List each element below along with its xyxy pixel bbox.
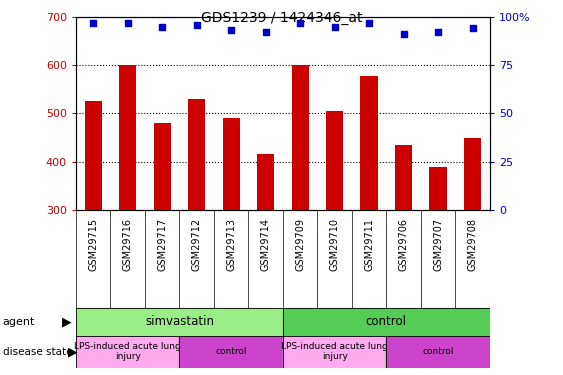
Bar <box>430 166 446 210</box>
Text: GSM29717: GSM29717 <box>157 218 167 271</box>
Bar <box>464 138 481 210</box>
Text: simvastatin: simvastatin <box>145 315 214 328</box>
Bar <box>257 154 274 210</box>
Bar <box>76 336 180 368</box>
Point <box>330 24 339 30</box>
Point <box>296 20 305 26</box>
Text: control: control <box>366 315 407 328</box>
Point <box>158 24 167 30</box>
Bar <box>119 65 136 210</box>
Bar <box>326 111 343 210</box>
Bar <box>395 145 412 210</box>
Text: GSM29714: GSM29714 <box>261 218 271 271</box>
Text: LPS-induced acute lung
injury: LPS-induced acute lung injury <box>74 342 181 361</box>
Text: GSM29706: GSM29706 <box>399 218 409 271</box>
Point <box>365 20 374 26</box>
Text: GSM29709: GSM29709 <box>295 218 305 271</box>
Point <box>227 27 236 33</box>
Point <box>434 29 443 35</box>
Point <box>399 31 408 37</box>
Text: agent: agent <box>3 316 35 327</box>
Bar <box>283 308 490 336</box>
Bar <box>188 99 205 210</box>
Text: GSM29708: GSM29708 <box>467 218 477 271</box>
Bar <box>386 336 490 368</box>
Bar <box>180 336 283 368</box>
Point <box>123 20 132 26</box>
Text: LPS-induced acute lung
injury: LPS-induced acute lung injury <box>282 342 388 361</box>
Text: GSM29713: GSM29713 <box>226 218 236 271</box>
Text: disease state: disease state <box>3 346 72 357</box>
Text: GSM29715: GSM29715 <box>88 218 99 271</box>
Text: control: control <box>216 347 247 356</box>
Bar <box>292 65 309 210</box>
Bar <box>360 76 378 210</box>
Point <box>261 29 270 35</box>
Point <box>468 26 477 32</box>
Text: GSM29712: GSM29712 <box>191 218 202 271</box>
Bar <box>154 123 171 210</box>
Text: GSM29710: GSM29710 <box>329 218 339 271</box>
Bar <box>76 308 283 336</box>
Text: ▶: ▶ <box>61 315 72 328</box>
Bar <box>283 336 386 368</box>
Text: GSM29716: GSM29716 <box>123 218 133 271</box>
Bar <box>222 118 240 210</box>
Text: GDS1239 / 1424346_at: GDS1239 / 1424346_at <box>201 11 362 25</box>
Text: ▶: ▶ <box>68 345 78 358</box>
Text: GSM29707: GSM29707 <box>433 218 443 271</box>
Text: GSM29711: GSM29711 <box>364 218 374 271</box>
Point <box>89 20 98 26</box>
Bar <box>84 101 102 210</box>
Point <box>192 22 201 28</box>
Text: control: control <box>422 347 454 356</box>
